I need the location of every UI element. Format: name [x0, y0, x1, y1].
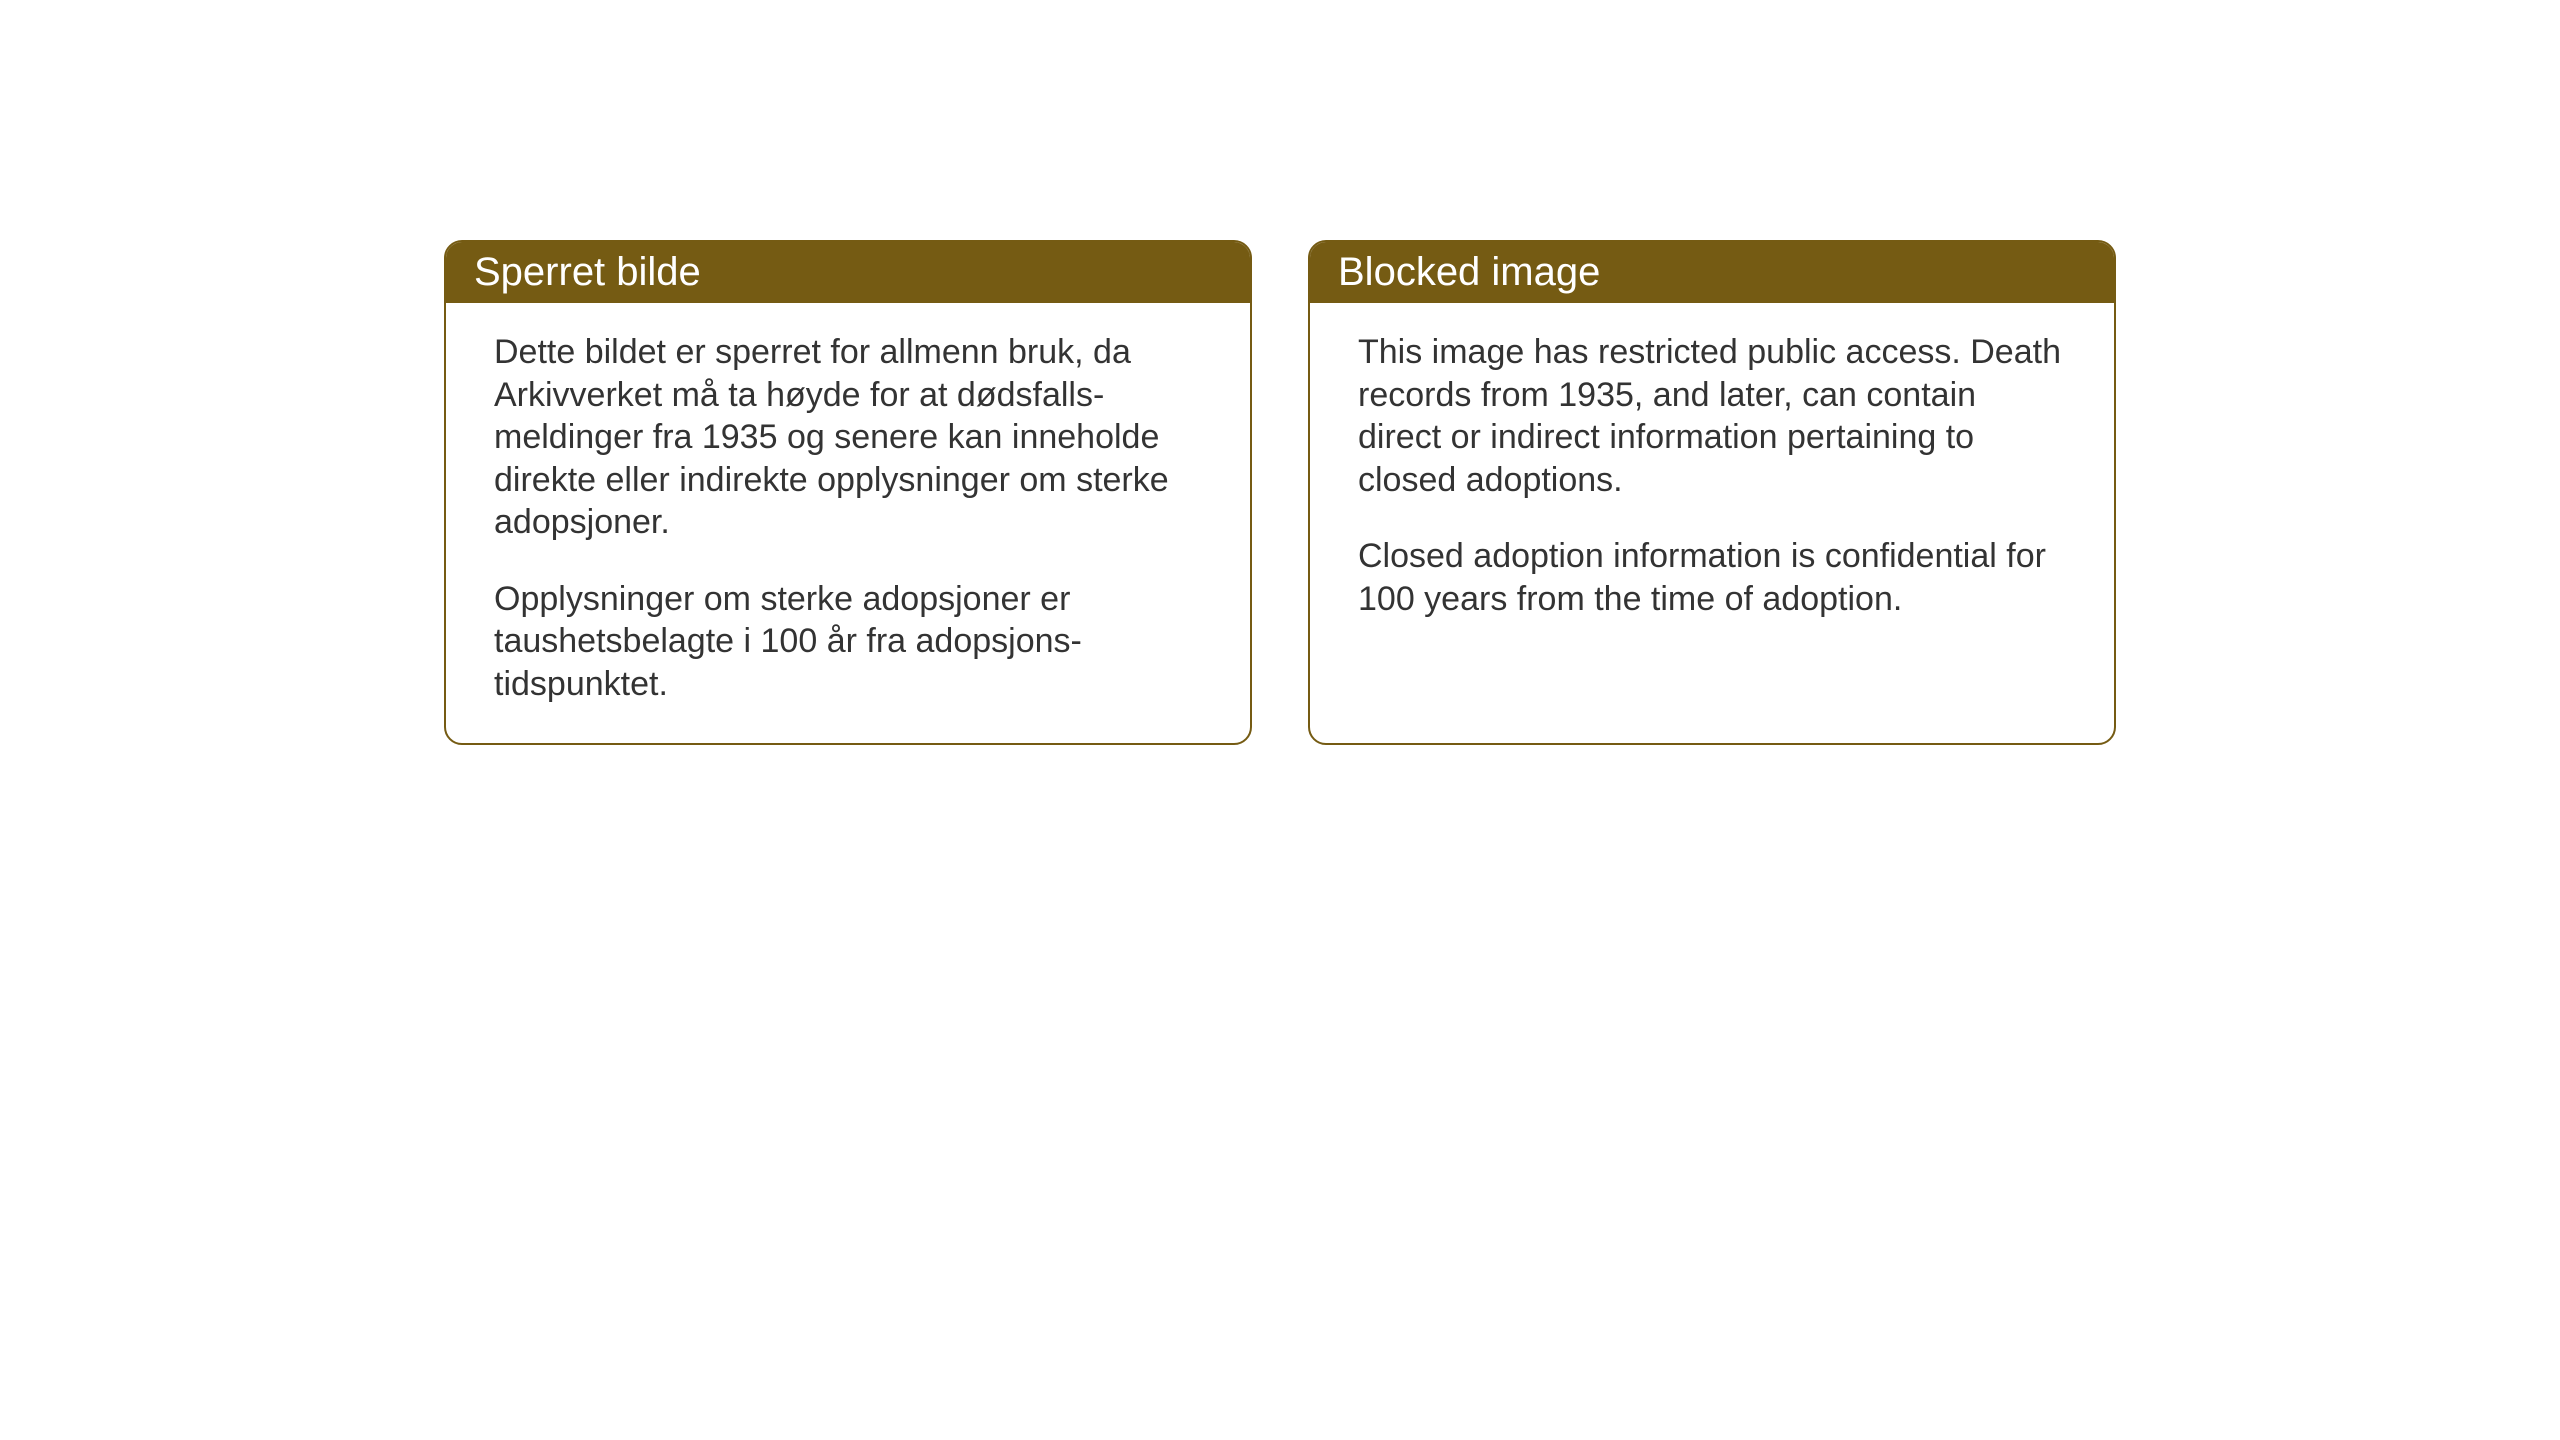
english-card-header: Blocked image	[1310, 242, 2114, 303]
english-card-body: This image has restricted public access.…	[1310, 303, 2114, 658]
norwegian-paragraph-1: Dette bildet er sperret for allmenn bruk…	[494, 331, 1202, 544]
english-notice-card: Blocked image This image has restricted …	[1308, 240, 2116, 745]
notice-container: Sperret bilde Dette bildet er sperret fo…	[444, 240, 2116, 745]
norwegian-notice-card: Sperret bilde Dette bildet er sperret fo…	[444, 240, 1252, 745]
english-paragraph-1: This image has restricted public access.…	[1358, 331, 2066, 501]
norwegian-card-header: Sperret bilde	[446, 242, 1250, 303]
norwegian-paragraph-2: Opplysninger om sterke adopsjoner er tau…	[494, 578, 1202, 706]
norwegian-card-body: Dette bildet er sperret for allmenn bruk…	[446, 303, 1250, 743]
english-paragraph-2: Closed adoption information is confident…	[1358, 535, 2066, 620]
norwegian-card-title: Sperret bilde	[474, 250, 701, 294]
english-card-title: Blocked image	[1338, 250, 1600, 294]
